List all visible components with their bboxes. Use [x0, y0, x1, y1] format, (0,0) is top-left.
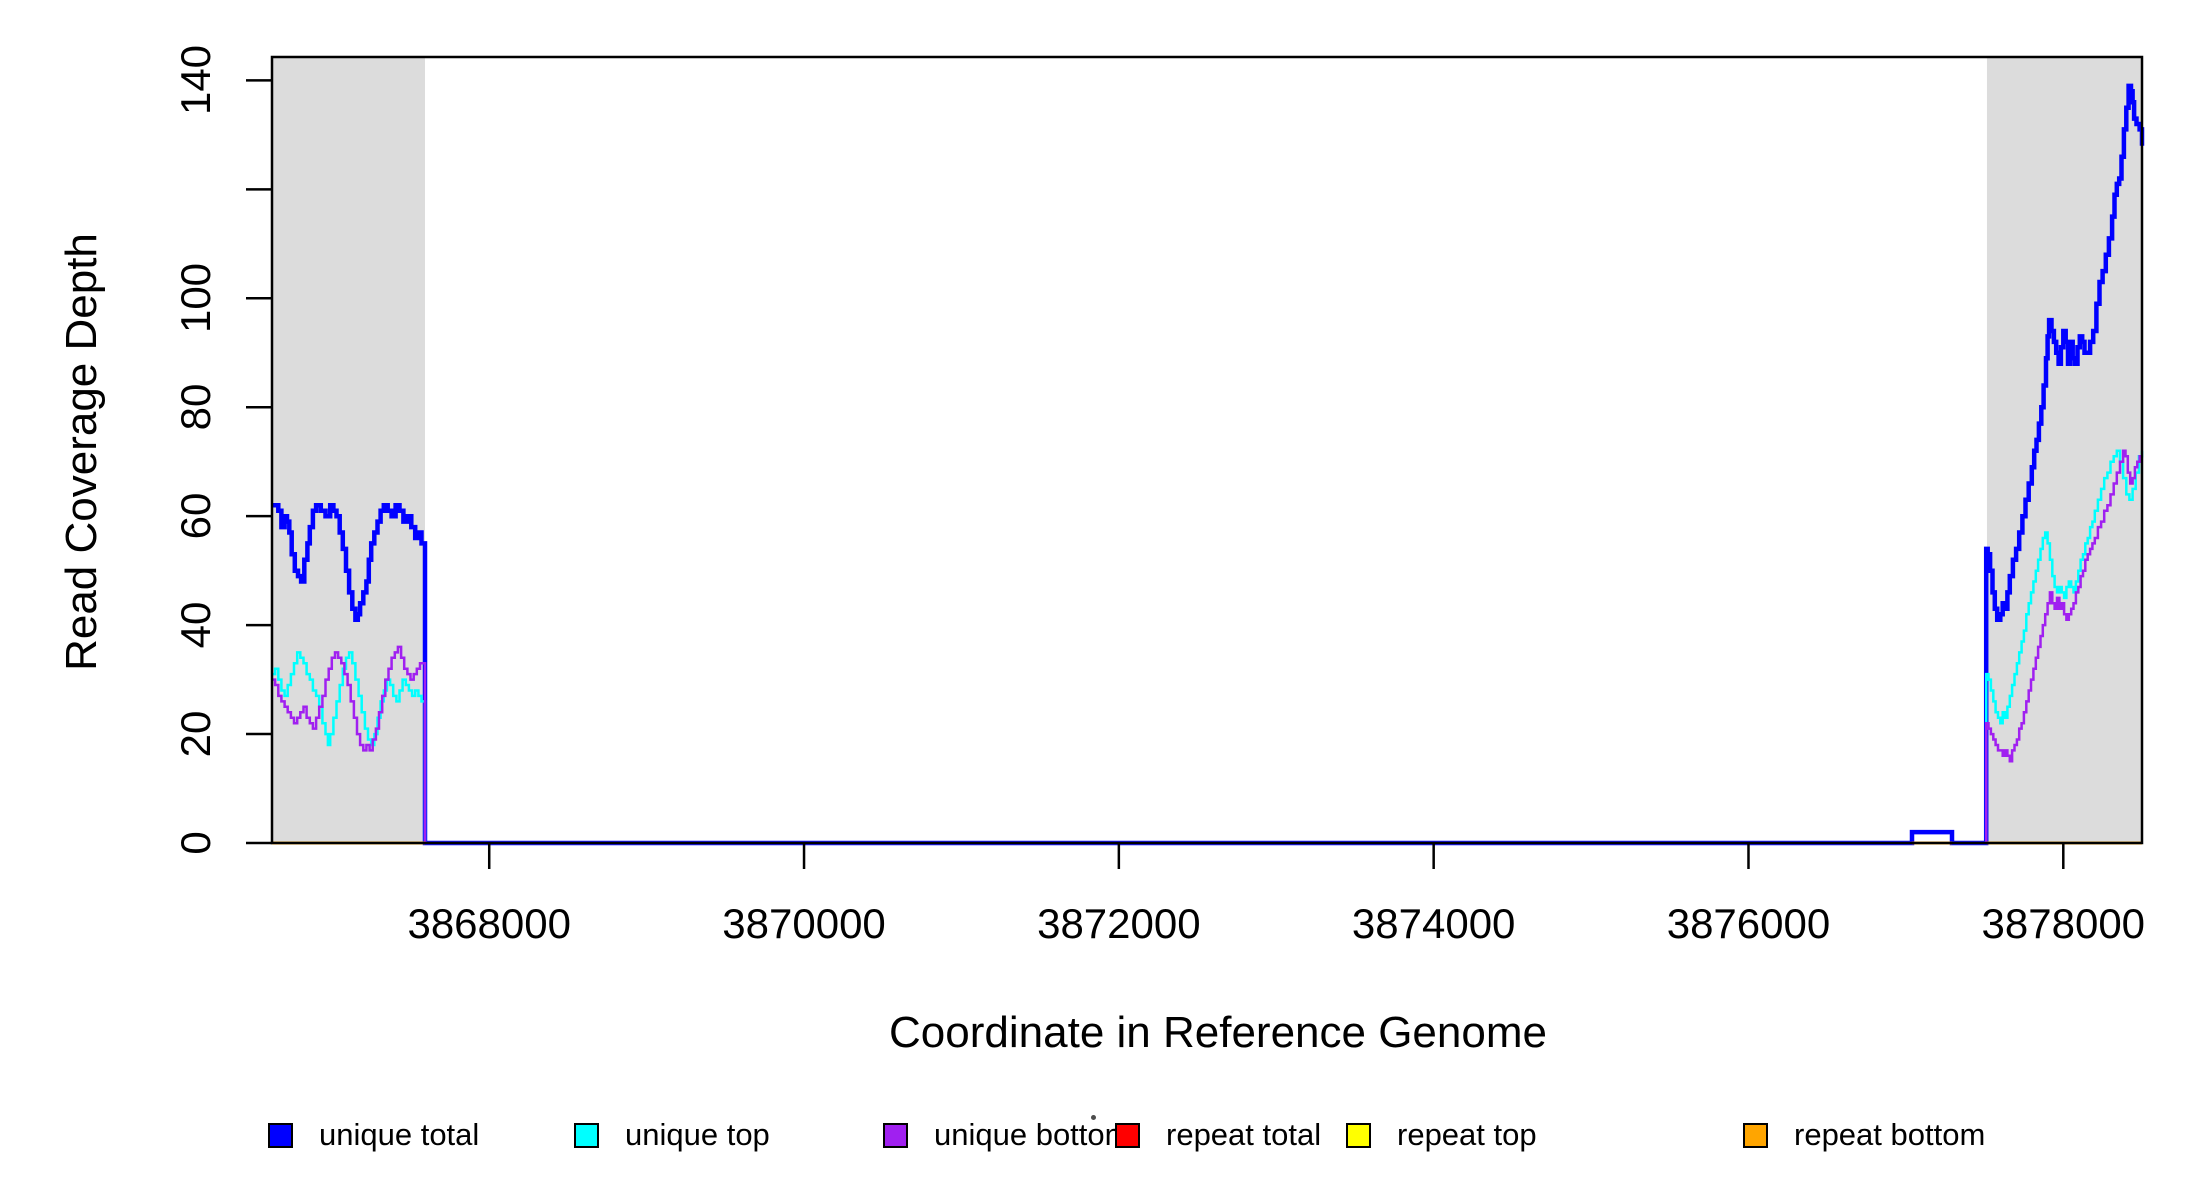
- y-tick-label: 20: [172, 710, 219, 758]
- y-tick-label: 60: [172, 492, 219, 540]
- legend-swatch-unique-bottom: [883, 1122, 908, 1148]
- plot-box: [270, 55, 2144, 845]
- y-tick-label: 80: [172, 383, 219, 431]
- legend-item-unique-bottom: unique bottom: [883, 1117, 1130, 1153]
- legend-label: repeat total: [1166, 1117, 1322, 1152]
- legend-item-repeat-bottom: repeat bottom: [1743, 1117, 1985, 1153]
- legend-label: unique top: [625, 1117, 770, 1152]
- x-tick-label: 3878000: [1981, 900, 2146, 947]
- series-unique-top-line: [272, 449, 2144, 845]
- stray-dot-artifact: [1091, 1115, 1096, 1120]
- legend-item-unique-top: unique top: [574, 1117, 770, 1153]
- legend-label: unique bottom: [934, 1117, 1131, 1152]
- x-tick-label: 3876000: [1666, 900, 1831, 947]
- y-tick-label: 0: [172, 831, 219, 855]
- x-tick-label: 3874000: [1351, 900, 1516, 947]
- x-axis-title: Coordinate in Reference Genome: [889, 1008, 1547, 1057]
- legend-swatch-unique-top: [574, 1122, 599, 1148]
- y-tick-label: 100: [172, 263, 219, 334]
- y-tick-label: 40: [172, 601, 219, 649]
- legend-item-unique-total: unique total: [268, 1117, 479, 1153]
- x-tick-label: 3868000: [407, 900, 571, 947]
- legend-swatch-unique-total: [268, 1122, 293, 1148]
- y-tick-label: 140: [172, 45, 219, 116]
- legend-item-repeat-top: repeat top: [1346, 1117, 1537, 1153]
- shaded-region-left: [272, 57, 425, 843]
- series-unique-total-line: [272, 83, 2145, 846]
- legend-swatch-repeat-top: [1346, 1122, 1371, 1148]
- legend-label: repeat top: [1397, 1117, 1537, 1152]
- legend-item-repeat-total: repeat total: [1115, 1117, 1321, 1153]
- series-unique-bottom-line: [272, 449, 2142, 845]
- y-axis-title: Read Coverage Depth: [57, 233, 106, 671]
- legend-swatch-repeat-bottom: [1743, 1122, 1768, 1148]
- x-tick-label: 3870000: [722, 900, 886, 947]
- legend-label: unique total: [319, 1117, 480, 1152]
- x-tick-label: 3872000: [1037, 900, 1201, 947]
- legend-label: repeat bottom: [1794, 1117, 1986, 1152]
- legend-swatch-repeat-total: [1115, 1122, 1140, 1148]
